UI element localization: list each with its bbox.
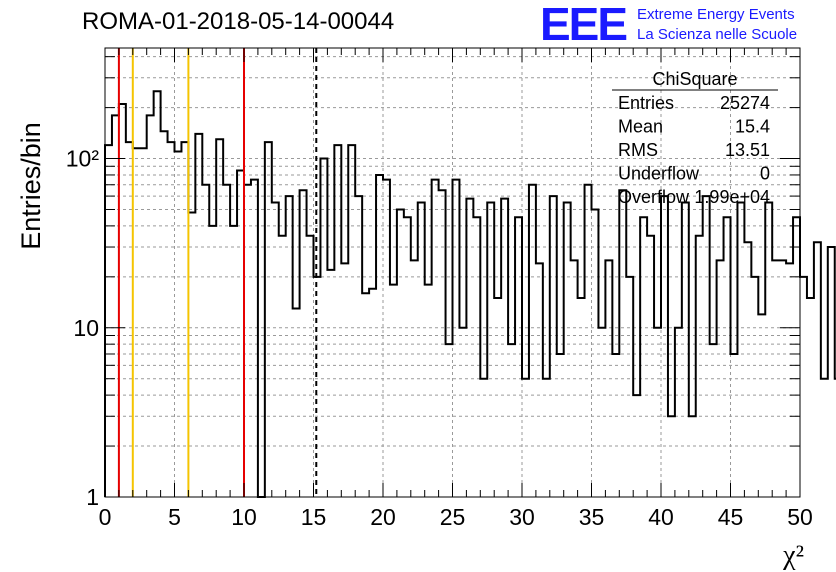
x-tick-label: 0 [99, 504, 112, 530]
x-tick-label: 25 [440, 504, 466, 530]
marker-lines [117, 48, 318, 497]
logo-mark: EEE [540, 0, 628, 50]
x-tick-label: 35 [579, 504, 605, 530]
x-tick-label: 40 [648, 504, 674, 530]
stats-value: 0 [760, 164, 770, 184]
x-tick-label: 15 [301, 504, 327, 530]
x-axis-label: χ² [782, 540, 804, 571]
stats-value: 25274 [720, 93, 770, 113]
stats-label: Entries [618, 93, 674, 113]
x-tick-label: 50 [787, 504, 813, 530]
stats-title: ChiSquare [652, 69, 737, 89]
stats-label: Underflow [618, 164, 700, 184]
stats-value: 1.99e+04 [694, 187, 770, 207]
grid-lines [104, 48, 801, 498]
stats-box: ChiSquare Entries 25274 Mean 15.4 RMS 13.51 Und… [612, 69, 778, 207]
x-tick-label: 45 [718, 504, 744, 530]
axes-frame: 0 5 10 15 20 25 30 35 40 45 50 1 10 10² [66, 47, 813, 530]
x-tick-label: 30 [509, 504, 535, 530]
logo-text-line2: La Scienza nelle Scuole [637, 26, 798, 43]
x-tick-label: 20 [370, 504, 396, 530]
stats-label: Mean [618, 117, 663, 137]
stats-value: 15.4 [735, 117, 770, 137]
y-tick-label: 10 [73, 315, 99, 341]
x-tick-label: 10 [231, 504, 257, 530]
logo-text-line1: Extreme Energy Events [637, 6, 795, 23]
y-tick-label: 1 [86, 484, 99, 510]
x-tick-label: 5 [168, 504, 181, 530]
plot-title: ROMA-01-2018-05-14-00044 [82, 8, 395, 35]
stats-value: 13.51 [725, 140, 770, 160]
histogram-bars [104, 90, 836, 498]
y-tick-label: 10² [66, 146, 100, 172]
stats-label: RMS [618, 140, 658, 160]
y-axis-label: Entries/bin [16, 122, 46, 250]
histogram-line [104, 90, 836, 498]
stats-label: Overflow [618, 187, 690, 207]
